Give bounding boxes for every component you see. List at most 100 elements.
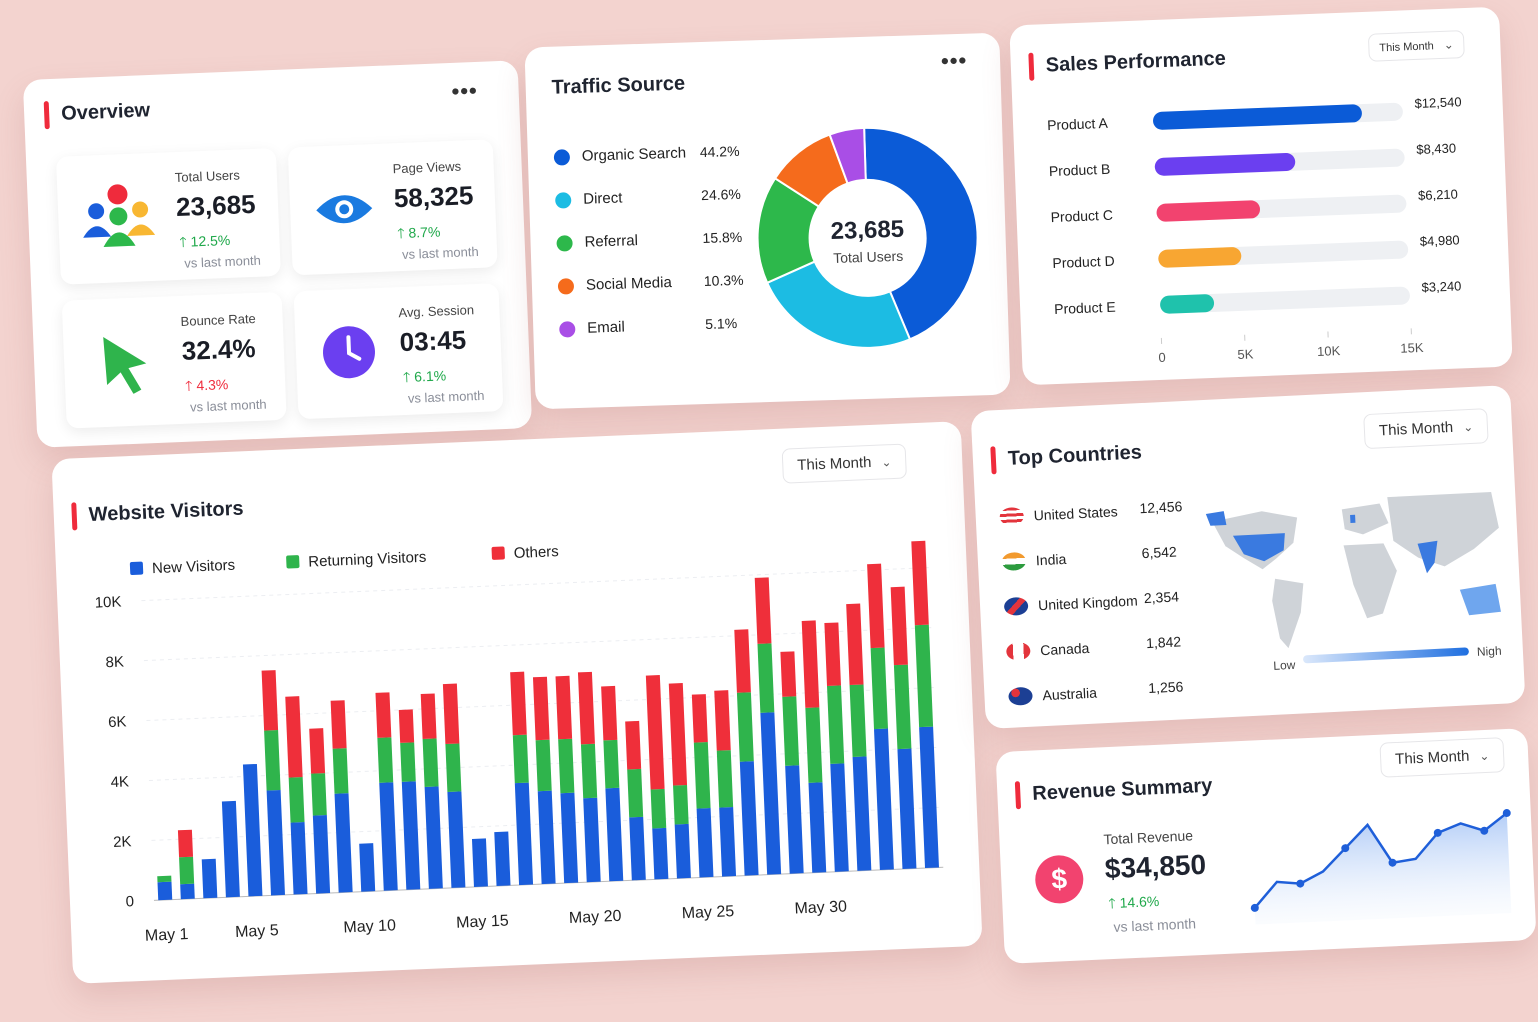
visitors-bar-segment [577, 671, 595, 745]
legend-dot-icon [557, 278, 575, 295]
overview-more-button[interactable]: ••• [451, 77, 479, 104]
visitors-grid-line [141, 567, 931, 602]
visitors-bar-segment [157, 875, 172, 883]
sales-value-label: $6,210 [1418, 186, 1458, 203]
map-south-america [1272, 578, 1304, 649]
country-row: United Kingdom 2,354 [1003, 586, 1205, 618]
visitors-bar-segment [242, 763, 263, 897]
visitors-bar-segment [785, 765, 804, 874]
legend-dot-icon [556, 235, 573, 252]
top-countries-card: Top Countries This Month ⌄ United States 1… [970, 385, 1526, 729]
visitors-bar-segment [285, 696, 303, 778]
visitors-bar-segment [266, 789, 285, 896]
visitors-bar-segment [693, 742, 711, 809]
visitors-bar-segment [625, 720, 642, 770]
visitors-period-select[interactable]: This Month ⌄ [781, 443, 908, 484]
visitors-bar-segment [911, 540, 929, 626]
sales-bar [1160, 294, 1215, 314]
traffic-more-button[interactable]: ••• [940, 47, 968, 74]
country-row: United States 12,456 [999, 496, 1200, 528]
country-name: United Kingdom [1037, 592, 1139, 614]
visitors-bar-segment [512, 734, 529, 784]
countries-title: Top Countries [990, 439, 1142, 475]
visitors-bar-segment [445, 743, 462, 792]
visitors-bar-segment [736, 692, 754, 762]
country-value: 1,842 [1145, 633, 1182, 652]
map-alaska [1205, 511, 1227, 526]
visitors-bar-segment [754, 577, 772, 644]
traffic-source-value: 15.8% [702, 228, 743, 247]
map-legend-low: Low [1273, 657, 1296, 673]
visitors-bar-segment [716, 750, 734, 808]
bounce-rate-value: 32.4% [181, 332, 257, 366]
visitors-bar-segment [201, 858, 218, 899]
legend-swatch [129, 561, 144, 575]
website-visitors-card: Website Visitors This Month ⌄ New Visitor… [51, 421, 983, 984]
clock-icon [322, 326, 375, 379]
visitors-bar-segment [846, 603, 864, 686]
traffic-source-value: 24.6% [700, 185, 742, 204]
legend-swatch [491, 546, 505, 560]
avg-session-label: Avg. Session [398, 302, 475, 321]
sales-bar [1156, 200, 1261, 222]
visitors-x-tick-label: May 20 [569, 908, 622, 927]
country-name: Australia [1042, 684, 1098, 704]
visitors-bar-segment [309, 728, 326, 774]
sales-category-label: Product E [1054, 299, 1116, 317]
visitors-bar-segment [532, 676, 550, 741]
sales-bar-chart: Product A $12,540 Product B $8,430 Product C… [1047, 94, 1462, 365]
visitors-bar-segment [420, 693, 437, 739]
visitors-bar-segment [560, 792, 579, 884]
total-users-change: 🡑 12.5% [179, 231, 231, 250]
visitors-bar-segment [177, 829, 194, 858]
traffic-legend-item: Social Media 10.3% [557, 269, 759, 297]
map-africa [1343, 543, 1397, 619]
visitors-bar-segment [510, 671, 527, 736]
sales-title: Sales Performance [1028, 45, 1226, 81]
revenue-title: Revenue Summary [1014, 772, 1213, 810]
sales-period-select[interactable]: This Month ⌄ [1367, 30, 1466, 62]
visitors-bar-segment [537, 790, 556, 885]
map-legend-high: Nigh [1476, 643, 1502, 659]
sales-value-label: $12,540 [1414, 94, 1462, 111]
avg-session-tile: Avg. Session 03:45 🡑 6.1% vs last month [293, 283, 504, 420]
visitors-bar-segment [379, 782, 398, 891]
traffic-legend: Organic Search 44.2% Direct 24.6% Referral 15… [553, 140, 760, 346]
visitors-bar-segment [401, 781, 421, 890]
visitors-bar-segment [311, 773, 327, 816]
sparkline-point [1388, 858, 1397, 867]
revenue-sparkline [1250, 809, 1512, 925]
bounce-rate-change: 🡑 4.3% [184, 376, 229, 394]
visitors-bar-segment [422, 738, 439, 787]
sparkline-point [1250, 903, 1259, 912]
visitors-bar-segment [290, 822, 308, 895]
sales-bar [1153, 104, 1362, 130]
country-row: Australia 1,256 [1008, 676, 1209, 708]
sparkline-point [1341, 844, 1350, 853]
visitors-bar-segment [827, 685, 845, 764]
donut-slice [863, 126, 979, 341]
page-views-value: 58,325 [393, 180, 474, 214]
visitors-stacked-bar-chart: New Visitors Returning Visitors Others 0 2K 4… [94, 540, 944, 945]
revenue-period-select[interactable]: This Month ⌄ [1379, 737, 1506, 778]
visitors-bar-segment [734, 629, 751, 693]
traffic-source-value: 10.3% [703, 271, 744, 290]
sparkline-point [1433, 828, 1442, 837]
dollar-icon: $ [1034, 854, 1085, 905]
visitors-bar-segment [330, 700, 347, 749]
legend-dot-icon [559, 321, 576, 338]
traffic-source-card: Traffic Source ••• Organic Search 44.2% Di… [524, 32, 1011, 410]
traffic-source-name: Organic Search [581, 144, 687, 165]
map-india [1417, 540, 1438, 574]
page-views-label: Page Views [392, 158, 462, 177]
country-name: United States [1033, 503, 1119, 524]
legend-dot-icon [553, 149, 571, 166]
bounce-rate-label: Bounce Rate [180, 310, 257, 329]
sales-value-label: $8,430 [1416, 140, 1456, 157]
visitors-bar-segment [673, 784, 689, 825]
visitors-bar-segment [691, 694, 708, 743]
countries-period-select[interactable]: This Month ⌄ [1363, 408, 1489, 450]
visitors-bar-segment [696, 807, 714, 878]
visitors-bar-segment [870, 647, 888, 730]
us-flag-icon [999, 506, 1025, 527]
